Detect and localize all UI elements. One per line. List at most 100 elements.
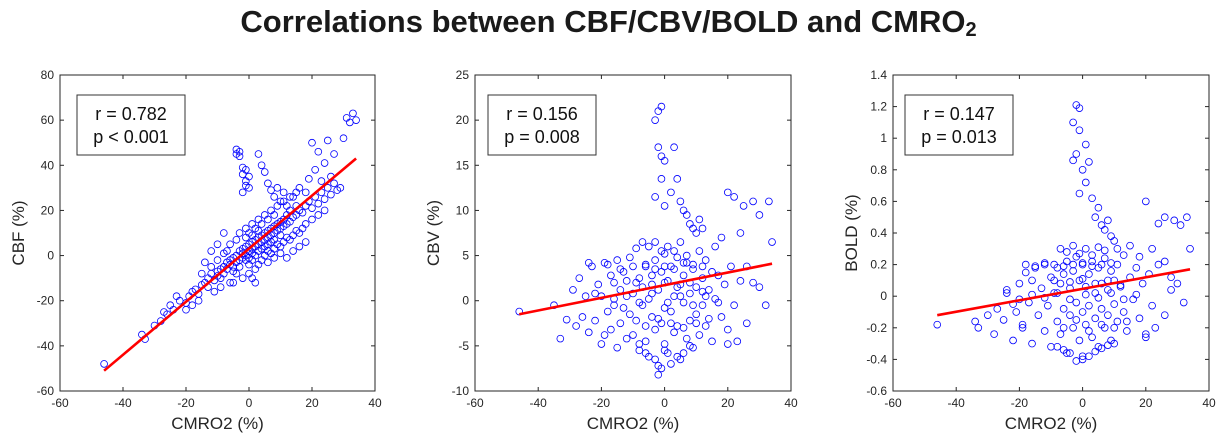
bold-data-point [1094, 243, 1103, 252]
bold-data-point [1069, 323, 1077, 332]
bold-data-point [1075, 189, 1084, 198]
cbv-data-point [670, 292, 678, 301]
bold-data-point [1123, 317, 1131, 326]
bold-data-point [1094, 203, 1103, 212]
bold-regression-line [937, 268, 1191, 317]
bold-data-point [1069, 241, 1077, 250]
cbv-data-point [739, 202, 748, 210]
cbf-data-point [213, 256, 222, 264]
cbv-data-point [695, 331, 704, 339]
bold-data-point [1037, 284, 1046, 293]
cbf-data-point [260, 168, 269, 176]
bold-data-point [971, 317, 979, 326]
cbf-data-point [207, 263, 216, 271]
cbv-data-point [679, 258, 688, 267]
bold-y-tick-label: 0.8 [870, 163, 887, 177]
cbv-data-point [673, 253, 682, 262]
bold-data-point [1078, 259, 1087, 267]
cbv-data-point [723, 188, 732, 197]
cbf-data-point [226, 240, 234, 249]
cbf-data-point [264, 258, 272, 267]
cbf-y-tick-label: -40 [37, 339, 55, 353]
cbf-r-value: r = 0.782 [95, 104, 167, 124]
cbf-data-point [298, 208, 307, 217]
cbf-data-point [327, 190, 335, 199]
cbf-data-point [242, 166, 250, 174]
cbv-data-point [679, 323, 688, 332]
cbv-data-point [600, 331, 609, 339]
bold-data-point [1015, 279, 1024, 288]
bold-data-point [990, 330, 998, 338]
cbv-data-point [607, 325, 615, 334]
cbv-data-point [755, 283, 764, 291]
cbv-data-point [686, 316, 694, 325]
bold-data-point [1160, 311, 1169, 319]
bold-data-point [1069, 267, 1077, 275]
bold-data-point [1059, 270, 1068, 278]
cbf-data-point [182, 305, 190, 314]
cbf-data-point [232, 235, 241, 244]
cbf-data-point [216, 283, 225, 291]
cbv-data-point [698, 224, 707, 233]
cbv-y-tick-label: 15 [456, 158, 470, 172]
bold-data-point [1081, 320, 1090, 329]
cbv-data-point [723, 325, 732, 334]
cbv-data-point [651, 265, 659, 273]
cbf-data-point [172, 292, 181, 301]
cbf-data-point [279, 197, 288, 206]
figure-title: Correlations between CBF/CBV/BOLD and CM… [0, 4, 1217, 42]
bold-data-point [1104, 216, 1112, 225]
bold-data-point [1002, 286, 1011, 294]
cbv-data-point [730, 301, 738, 310]
cbv-data-point [584, 258, 593, 267]
cbv-data-point [667, 360, 675, 368]
cbf-data-point [311, 166, 319, 174]
bold-p-value: p = 0.013 [921, 127, 997, 147]
bold-data-point [1091, 314, 1100, 323]
cbf-y-tick-label: 20 [41, 203, 55, 217]
cbv-data-point [679, 298, 688, 307]
bold-data-point [1119, 251, 1128, 259]
bold-data-point [1107, 232, 1115, 240]
bold-data-point [1021, 268, 1030, 277]
cbv-data-point [654, 314, 663, 323]
cbv-r-value: r = 0.156 [506, 104, 578, 124]
cbv-data-point [591, 289, 599, 298]
cbv-data-point [578, 313, 587, 321]
bold-data-point [1012, 308, 1021, 316]
cbv-data-point [654, 370, 663, 379]
cbf-y-tick-label: 40 [41, 158, 55, 172]
bold-data-point [1059, 262, 1068, 270]
cbv-data-point [761, 301, 770, 310]
cbf-data-point [339, 134, 348, 143]
cbv-data-point [657, 175, 666, 183]
bold-data-point [1179, 298, 1188, 307]
cbv-data-point [654, 107, 663, 115]
cbf-data-point [254, 150, 263, 158]
bold-x-tick-label: -20 [1011, 396, 1029, 410]
cbf-data-point [323, 184, 332, 192]
cbv-data-point [698, 301, 707, 310]
cbv-data-point [569, 286, 577, 294]
cbv-data-point [695, 215, 704, 224]
cbv-p-value: p = 0.008 [504, 127, 580, 147]
cbv-data-point [701, 256, 710, 264]
bold-data-point [1056, 245, 1065, 253]
cbv-data-point [686, 289, 694, 298]
cbf-data-point [264, 215, 272, 224]
cbv-data-point [701, 322, 710, 330]
cbf-data-point [295, 242, 304, 251]
cbv-data-point [692, 229, 700, 237]
cbv-data-point [698, 262, 707, 271]
cbf-y-tick-label: -60 [37, 384, 55, 398]
cbf-data-point [292, 188, 301, 197]
cbv-data-point [727, 262, 735, 271]
bold-data-point [1176, 221, 1185, 229]
cbf-y-tick-label: 0 [47, 249, 54, 263]
cbv-data-point [667, 319, 675, 328]
cbv-data-point [632, 244, 640, 253]
bold-x-tick-label: -60 [884, 396, 902, 410]
cbv-x-tick-label: 20 [721, 396, 735, 410]
